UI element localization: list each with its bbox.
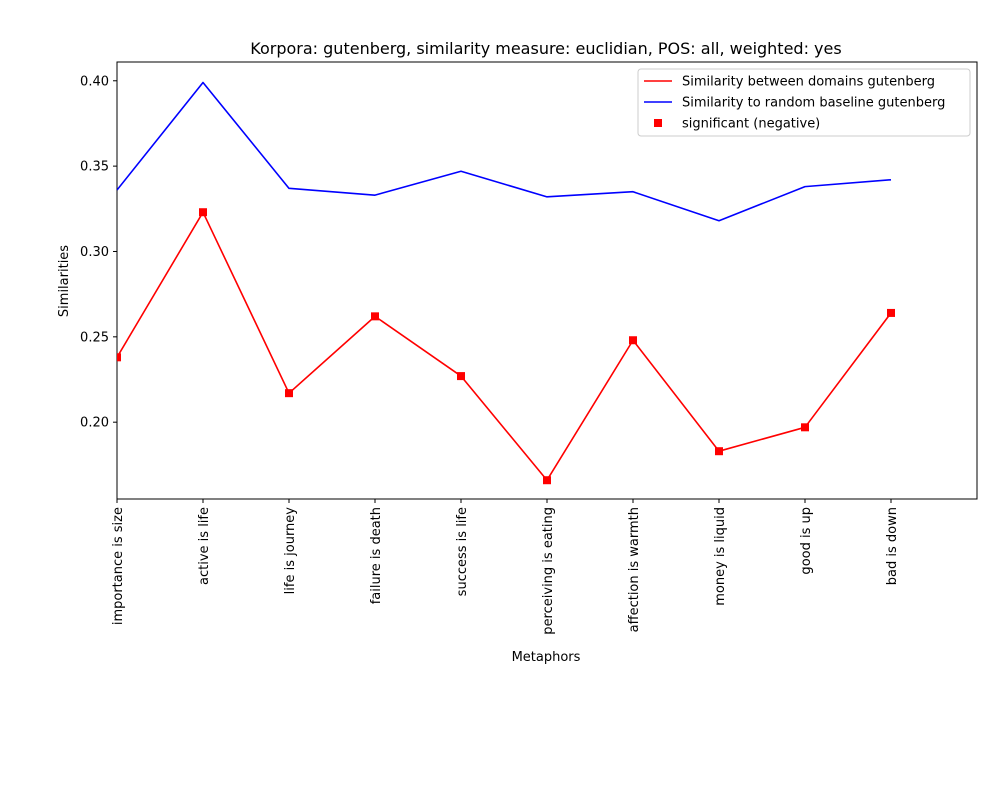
series-1 — [117, 81, 892, 222]
y-tick-label: 0.25 — [80, 330, 109, 345]
data-point — [887, 308, 895, 317]
x-tick-label: money is liquid — [713, 507, 728, 606]
data-point — [543, 476, 551, 485]
x-tick-label: success is life — [455, 507, 470, 596]
series-0 — [117, 211, 892, 482]
series-line — [117, 211, 892, 482]
series-2 — [117, 208, 895, 485]
data-point — [801, 423, 809, 432]
x-tick-label: failure is death — [369, 507, 384, 604]
data-point — [629, 336, 637, 345]
y-tick-label: 0.30 — [80, 245, 109, 260]
x-axis: importance is size active is life life is … — [111, 499, 900, 635]
x-tick-label: importance is size — [111, 507, 126, 625]
data-point — [117, 353, 121, 362]
x-tick-label: active is life — [197, 507, 212, 585]
data-point — [457, 372, 465, 381]
y-axis: 0.20 0.25 0.30 0.35 0.40 — [80, 74, 117, 431]
y-tick-label: 0.40 — [80, 74, 109, 89]
chart-title: Korpora: gutenberg, similarity measure: … — [250, 39, 841, 58]
series-line — [117, 81, 892, 222]
y-tick-label: 0.20 — [80, 416, 109, 431]
legend-box — [637, 68, 971, 137]
legend-entry: Similarity to random baseline gutenberg — [682, 96, 945, 111]
y-tick-label: 0.35 — [80, 160, 109, 175]
x-tick-label: bad is down — [885, 507, 900, 585]
x-tick-label: good is up — [799, 507, 814, 575]
legend-entry: significant (negative) — [682, 117, 820, 132]
x-tick-label: perceiving is eating — [541, 507, 556, 635]
x-tick-label: affection is warmth — [627, 507, 642, 632]
y-axis-title: Similarities — [57, 245, 72, 317]
x-tick-label: life is journey — [283, 507, 298, 595]
legend: Similarity between domains gutenberg Simi… — [637, 68, 971, 137]
legend-entry: Similarity between domains gutenberg — [682, 75, 935, 90]
legend-marker — [654, 119, 662, 127]
x-axis-title: Metaphors — [512, 650, 581, 665]
data-point — [199, 208, 207, 217]
data-point — [715, 447, 723, 456]
data-point — [285, 389, 293, 398]
data-point — [371, 312, 379, 321]
